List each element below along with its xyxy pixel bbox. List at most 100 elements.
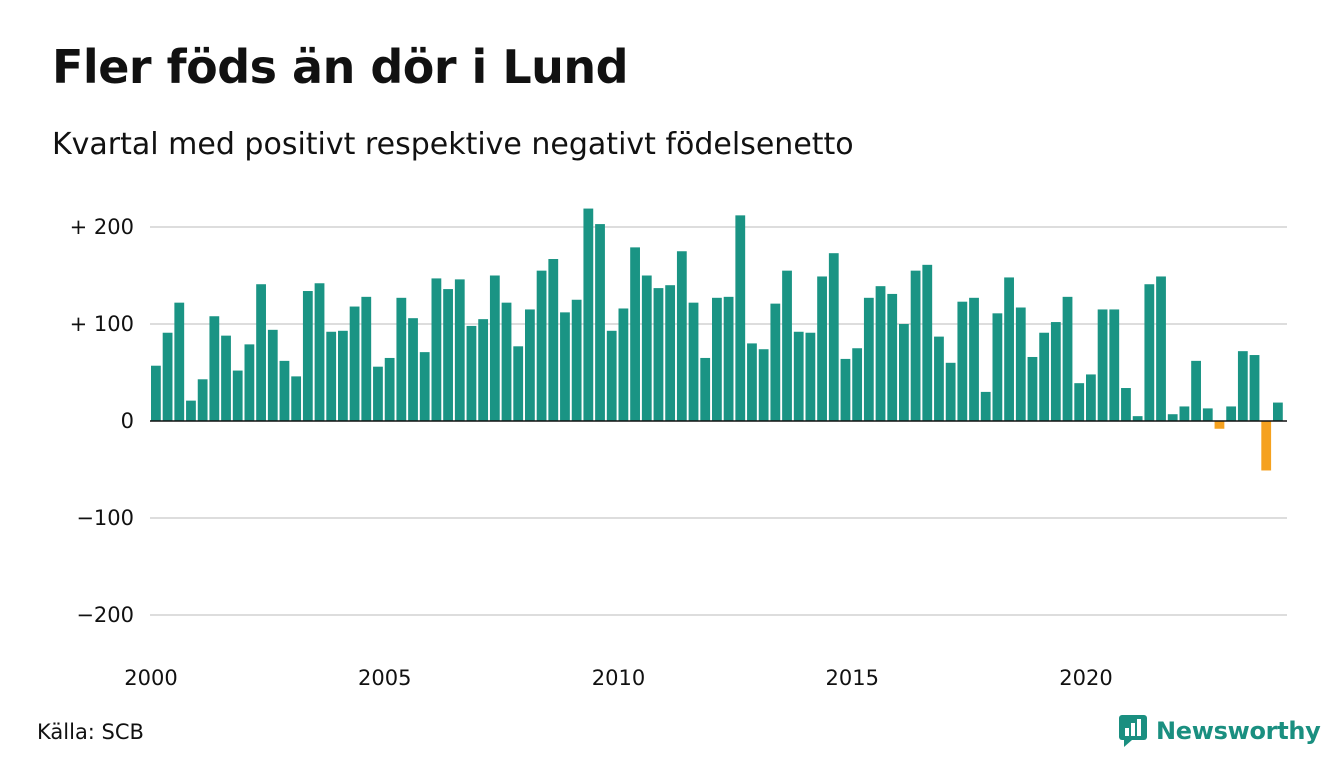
x-tick-label: 2010: [592, 666, 645, 690]
bar: [489, 275, 500, 421]
bar: [466, 325, 477, 421]
bar-chart: + 200 + 100 0 −100 −200 2000 2005 2010 2015 2020: [70, 208, 1287, 690]
bar: [665, 285, 676, 421]
bar: [314, 283, 325, 421]
bar: [793, 331, 804, 421]
bar: [747, 343, 757, 421]
bar: [419, 352, 430, 421]
bar: [1097, 309, 1108, 421]
bar: [910, 270, 921, 421]
bar: [384, 357, 395, 421]
bar: [1273, 402, 1283, 421]
bar: [945, 362, 956, 421]
brand-name: Newsworthy: [1156, 717, 1321, 745]
y-axis-labels: + 200 + 100 0 −100 −200: [70, 215, 134, 627]
bar: [817, 276, 827, 421]
bar: [1109, 309, 1120, 421]
bar: [571, 299, 582, 421]
bar: [1027, 356, 1038, 421]
bar: [595, 224, 605, 421]
x-tick-label: 2015: [826, 666, 879, 690]
bar: [863, 297, 874, 421]
bar: [583, 208, 594, 421]
bar: [1132, 416, 1143, 421]
bar: [1050, 322, 1061, 421]
bar: [1086, 374, 1096, 421]
bar: [980, 391, 991, 421]
bars: [151, 208, 1283, 471]
bar: [1249, 355, 1260, 421]
bar: [1074, 383, 1085, 421]
bar: [758, 349, 769, 421]
bar: [186, 400, 196, 421]
bar: [1179, 406, 1190, 421]
source-note: Källa: SCB: [37, 720, 144, 744]
bar: [992, 313, 1003, 421]
bar: [957, 301, 968, 421]
bar: [501, 302, 512, 421]
bar: [700, 357, 711, 421]
bar: [606, 330, 617, 421]
y-tick-label: −100: [76, 506, 134, 530]
bar: [279, 360, 290, 421]
bar: [396, 297, 407, 421]
bar: [735, 215, 746, 421]
bar: [840, 358, 851, 421]
bar: [1156, 276, 1166, 421]
bar: [630, 247, 640, 421]
bar: [302, 291, 313, 421]
bar: [1144, 284, 1155, 421]
bar: [373, 366, 383, 421]
bar: [326, 331, 337, 421]
x-tick-label: 2005: [358, 666, 411, 690]
bar: [221, 335, 231, 421]
y-tick-label: + 100: [70, 312, 134, 336]
bar: [1121, 388, 1131, 421]
bar: [478, 319, 489, 421]
bar: [852, 348, 863, 421]
bar: [1226, 406, 1237, 421]
bar: [641, 275, 652, 421]
bar: [454, 279, 465, 421]
bar: [244, 344, 255, 421]
bar: [548, 259, 559, 421]
bar: [618, 308, 629, 421]
bar: [723, 296, 734, 421]
bar: [653, 288, 664, 421]
y-tick-label: −200: [76, 603, 134, 627]
bar: [174, 302, 185, 421]
x-tick-label: 2000: [124, 666, 177, 690]
bar: [513, 346, 524, 421]
bar: [209, 316, 220, 421]
bar: [431, 278, 442, 421]
bar: [1167, 414, 1178, 421]
bar: [1039, 332, 1050, 421]
bar: [338, 330, 348, 421]
brand-logo: Newsworthy: [1118, 714, 1321, 748]
bar: [1261, 421, 1272, 471]
chart-title: Fler föds än dör i Lund: [52, 40, 629, 94]
bar: [560, 312, 570, 421]
bar: [899, 324, 909, 421]
x-tick-label: 2020: [1059, 666, 1112, 690]
bar: [1191, 360, 1201, 421]
bar: [256, 284, 266, 421]
bar: [267, 329, 278, 421]
bar: [1237, 351, 1248, 421]
bar: [1062, 296, 1073, 421]
bar: [969, 297, 979, 421]
bar: [688, 302, 699, 421]
bar: [676, 251, 687, 421]
bar: [922, 264, 933, 421]
y-tick-label: 0: [121, 409, 134, 433]
bar: [525, 309, 535, 421]
bar: [828, 253, 839, 421]
bar: [1202, 408, 1213, 421]
bar: [443, 289, 453, 421]
x-axis-labels: 2000 2005 2010 2015 2020: [124, 666, 1112, 690]
bar: [1214, 421, 1225, 429]
bar: [887, 293, 898, 421]
bar: [536, 270, 547, 421]
bar: [232, 370, 243, 421]
grid-lines: [150, 226, 1287, 616]
